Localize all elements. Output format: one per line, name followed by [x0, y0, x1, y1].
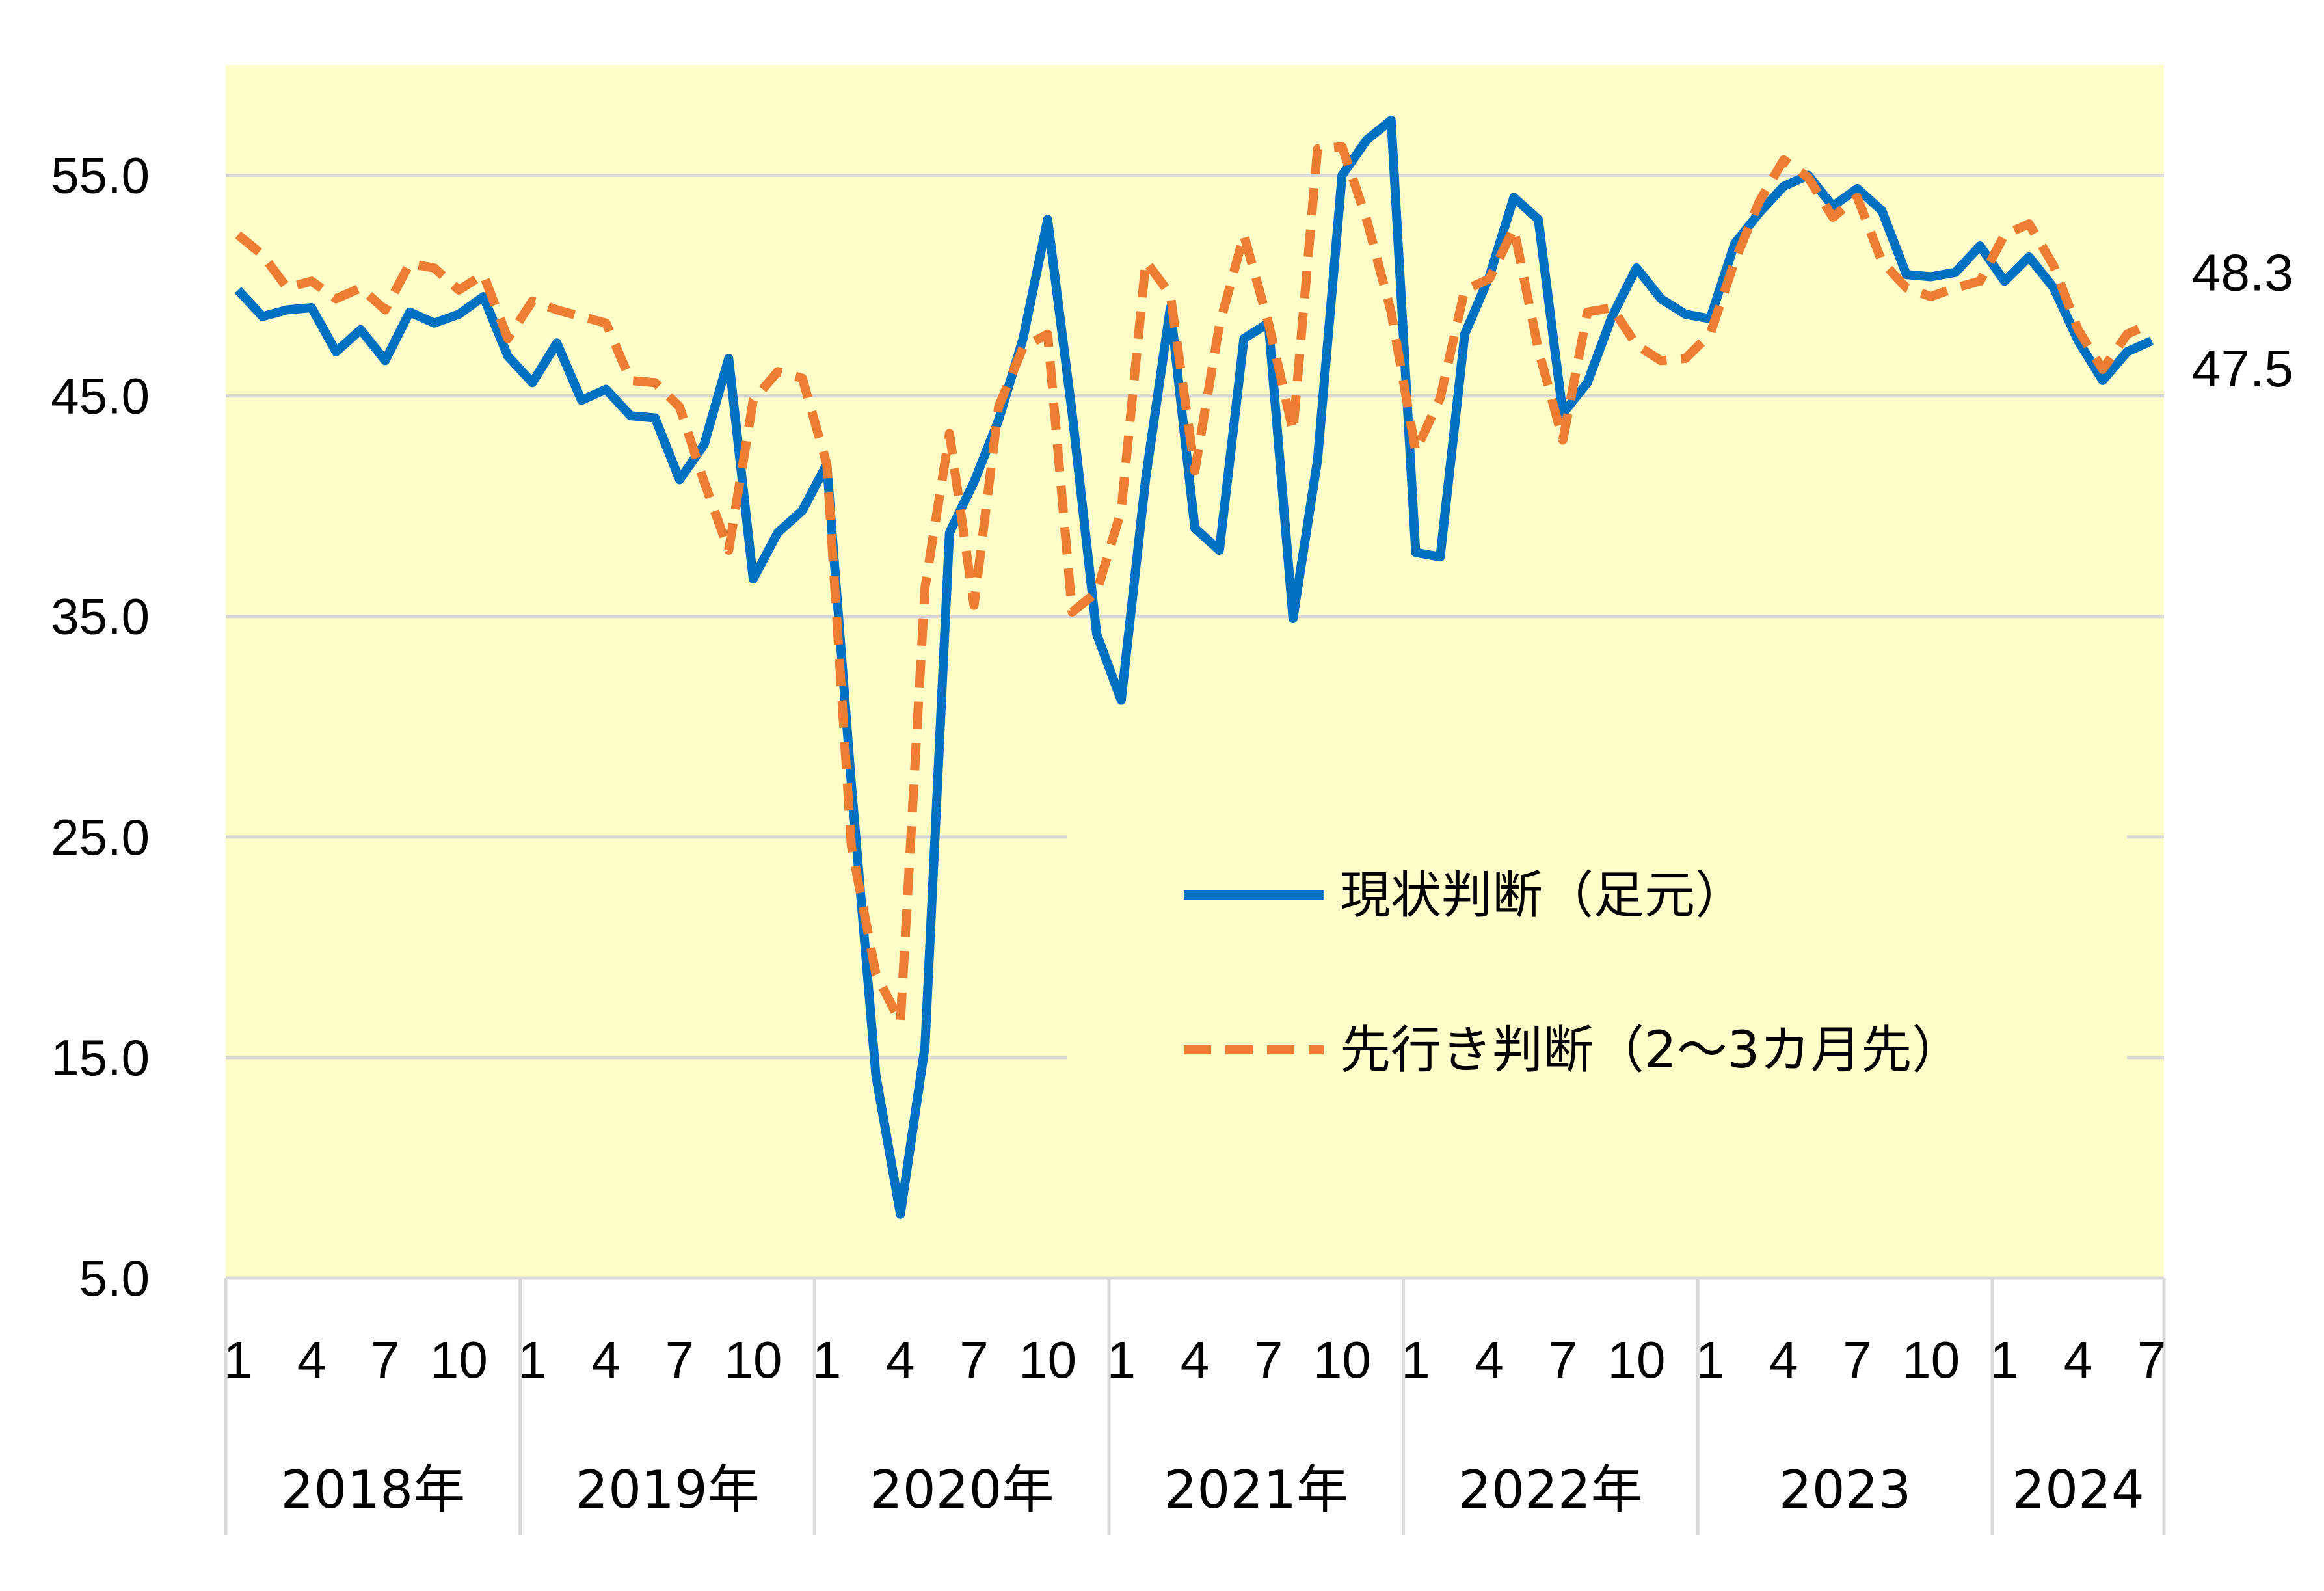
x-tick-label: 1 — [224, 1331, 253, 1389]
year-label: 2021年 — [1164, 1460, 1349, 1520]
x-tick-label: 4 — [297, 1331, 327, 1389]
x-tick-label: 1 — [1990, 1331, 2020, 1389]
legend: 現状判断（足元） 先行き判断（2～3カ月先） — [1067, 833, 2127, 1119]
x-tick-label: 10 — [1019, 1331, 1076, 1389]
y-tick-label: 5.0 — [79, 1250, 150, 1307]
x-tick-label: 7 — [371, 1331, 400, 1389]
y-tick-label: 35.0 — [51, 588, 150, 645]
x-tick-label: 10 — [430, 1331, 488, 1389]
y-tick-label: 45.0 — [51, 368, 150, 425]
y-axis-ticks: 55.0 45.0 35.0 25.0 15.0 5.0 — [51, 147, 150, 1307]
year-label: 2020年 — [870, 1460, 1054, 1520]
x-tick-label: 4 — [1769, 1331, 1798, 1389]
series-line-current — [234, 115, 2154, 1219]
end-value-label: 47.5 — [2192, 340, 2293, 397]
x-tick-label: 1 — [518, 1331, 547, 1389]
x-tick-label: 4 — [1181, 1331, 1210, 1389]
x-tick-label: 10 — [1607, 1331, 1665, 1389]
x-tick-label: 10 — [725, 1331, 782, 1389]
x-tick-label: 7 — [665, 1331, 695, 1389]
year-label: 2019年 — [575, 1460, 760, 1520]
legend-label-outlook: 先行き判断（2～3カ月先） — [1340, 1021, 1962, 1080]
y-tick-label: 15.0 — [51, 1029, 150, 1086]
x-tick-label: 10 — [1313, 1331, 1371, 1389]
series-line-outlook — [235, 142, 2154, 1027]
x-tick-label: 10 — [1902, 1331, 1960, 1389]
series-lines — [234, 115, 2154, 1219]
x-tick-label: 4 — [1475, 1331, 1504, 1389]
y-tick-label: 55.0 — [51, 147, 150, 204]
x-tick-label: 7 — [1254, 1331, 1283, 1389]
y-tick-label: 25.0 — [51, 809, 150, 866]
x-tick-label: 4 — [886, 1331, 915, 1389]
x-tick-label: 4 — [2064, 1331, 2093, 1389]
x-tick-label: 1 — [812, 1331, 842, 1389]
legend-label-current: 現状判断（足元） — [1340, 866, 1746, 925]
x-tick-label: 7 — [1843, 1331, 1872, 1389]
year-label: 2022年 — [1458, 1460, 1643, 1520]
x-tick-label: 7 — [959, 1331, 989, 1389]
x-tick-label: 1 — [1107, 1331, 1136, 1389]
year-label: 2024 — [2012, 1460, 2144, 1520]
year-label: 2023 — [1779, 1460, 1912, 1520]
end-value-label: 48.3 — [2192, 244, 2293, 302]
x-tick-label: 7 — [1549, 1331, 1578, 1389]
legend-box — [1067, 833, 2127, 1119]
x-tick-label: 1 — [1696, 1331, 1725, 1389]
x-tick-label: 4 — [591, 1331, 621, 1389]
x-tick-label: 1 — [1401, 1331, 1430, 1389]
year-label: 2018年 — [281, 1460, 466, 1520]
x-tick-label: 7 — [2137, 1331, 2167, 1389]
end-value-labels: 47.5 48.3 — [2192, 244, 2293, 397]
